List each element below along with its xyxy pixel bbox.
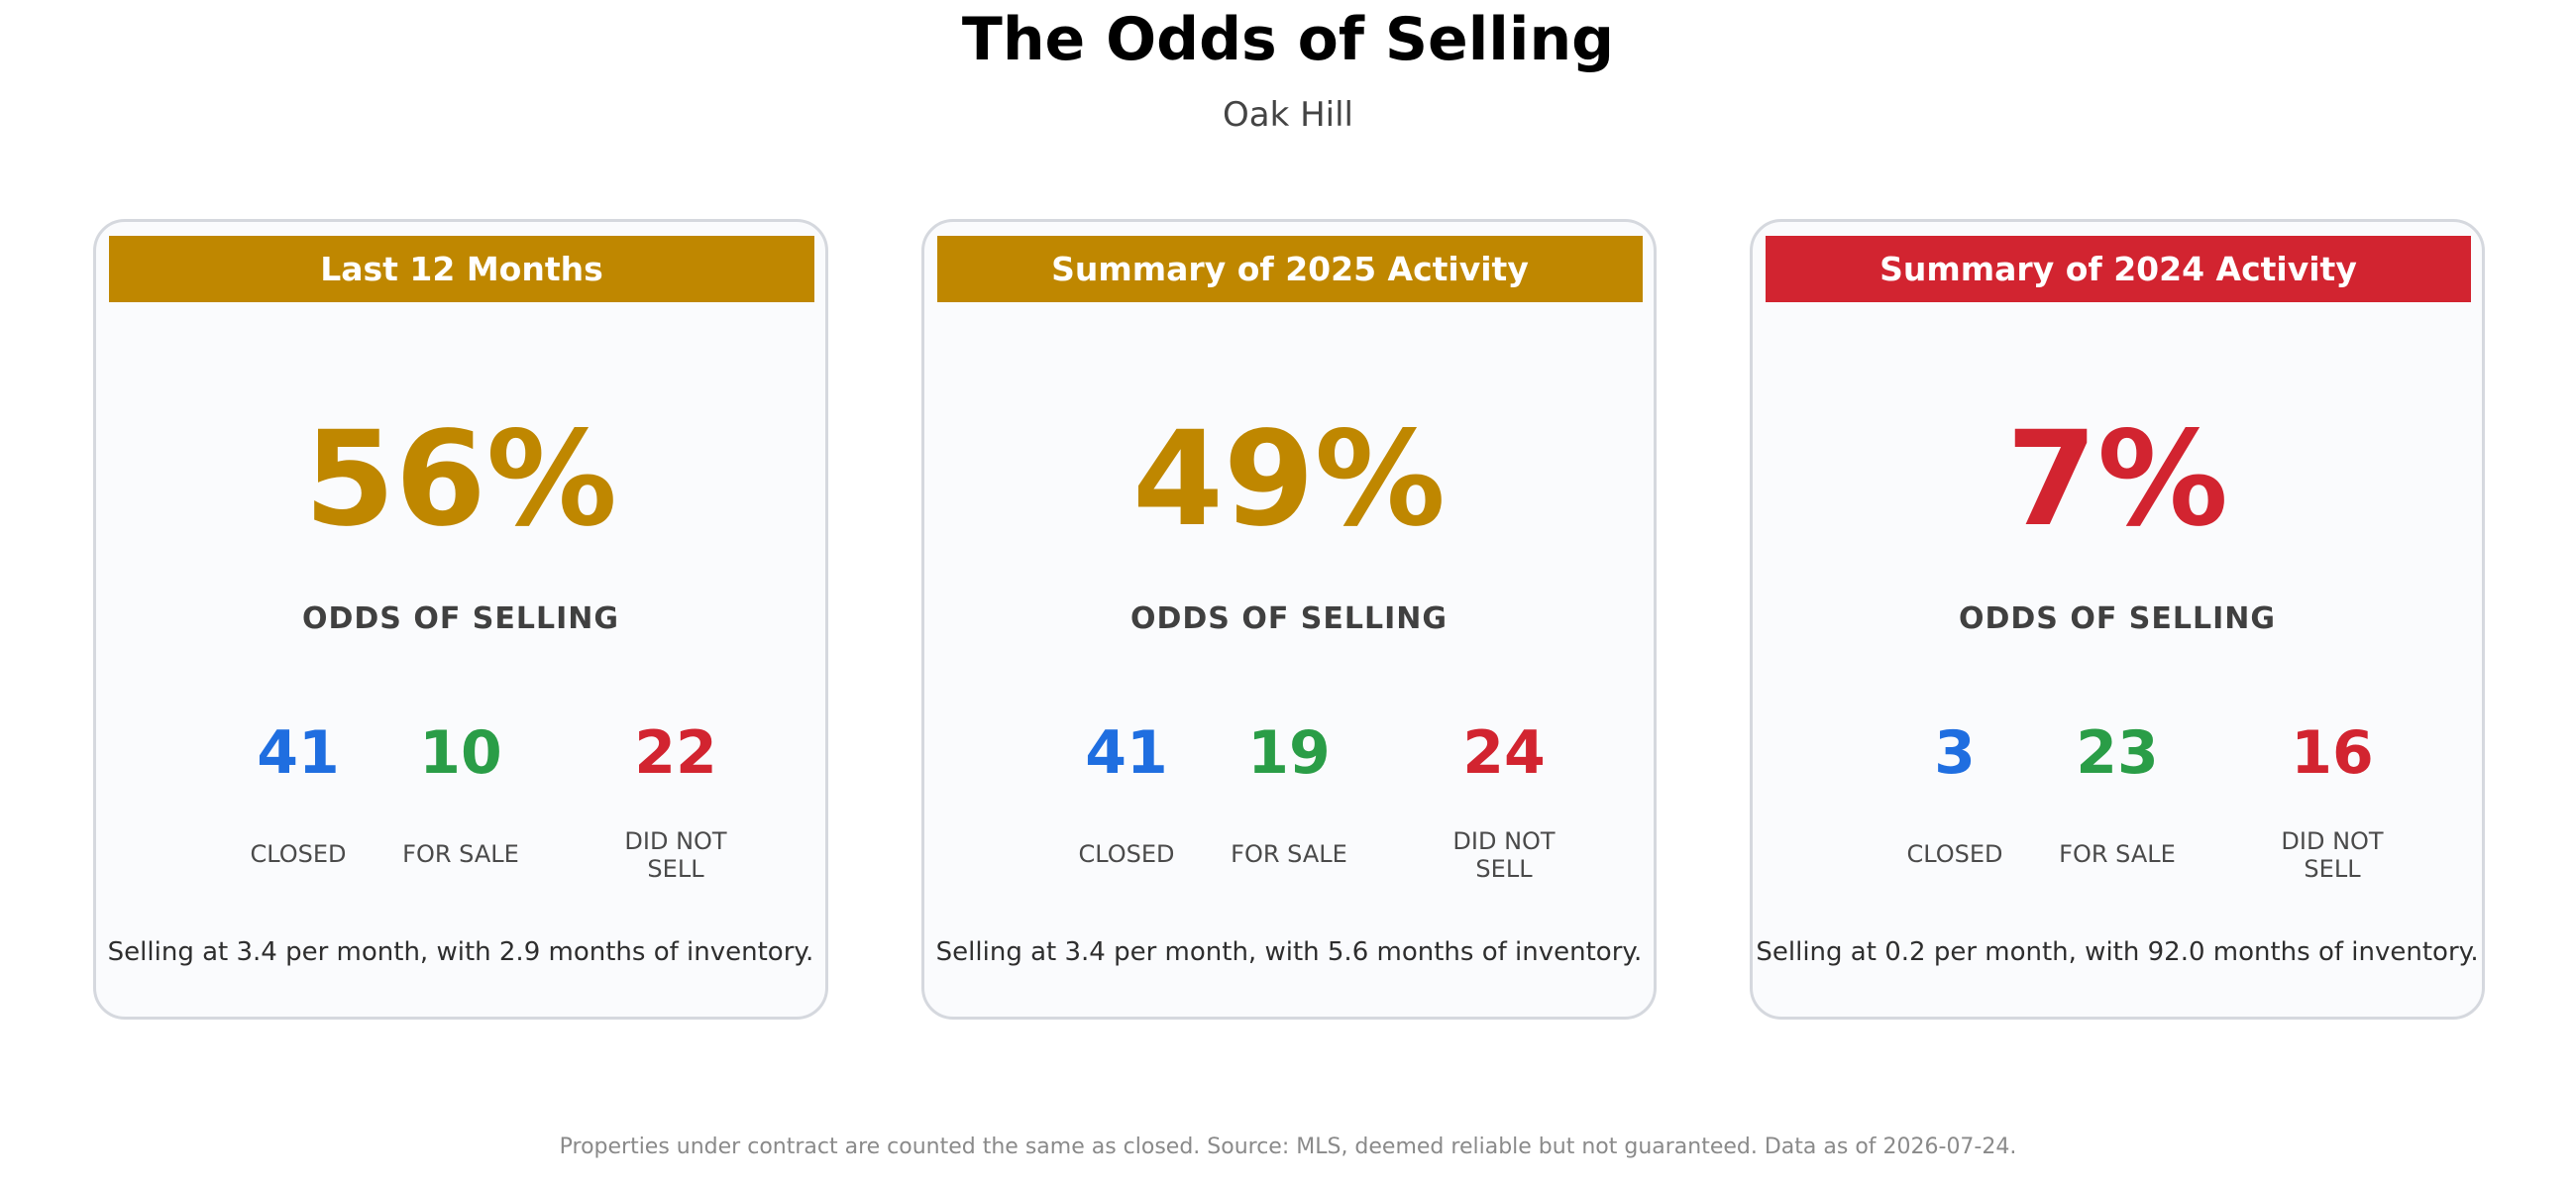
selling-summary: Selling at 0.2 per month, with 92.0 mont… [1756, 937, 2479, 967]
odds-percent: 49% [1132, 403, 1446, 556]
odds-percent: 56% [304, 403, 617, 556]
for-sale-count: 19 [1247, 718, 1331, 788]
for-sale-label: FOR SALE [2059, 840, 2176, 868]
did-not-sell-count: 24 [1462, 718, 1546, 788]
odds-percent: 7% [2005, 403, 2229, 556]
page-subtitle: Oak Hill [1223, 95, 1353, 135]
for-sale-label: FOR SALE [1231, 840, 1347, 868]
closed-count: 41 [257, 718, 340, 788]
card-2025-activity: Summary of 2025 Activity 49% ODDS OF SEL… [921, 219, 1657, 1020]
did-not-sell-count: 16 [2291, 718, 2374, 788]
did-not-sell-label: DID NOT SELL [624, 827, 727, 883]
card-banner: Last 12 Months [109, 236, 814, 302]
odds-label: ODDS OF SELLING [1129, 601, 1449, 636]
did-not-sell-label: DID NOT SELL [2281, 827, 2384, 883]
closed-label: CLOSED [250, 840, 347, 868]
closed-label: CLOSED [1906, 840, 2003, 868]
odds-label: ODDS OF SELLING [301, 601, 620, 636]
did-not-sell-count: 22 [634, 718, 717, 788]
card-banner: Summary of 2024 Activity [1766, 236, 2471, 302]
selling-summary: Selling at 3.4 per month, with 2.9 month… [107, 937, 814, 967]
for-sale-count: 10 [419, 718, 502, 788]
closed-count: 41 [1085, 718, 1168, 788]
closed-count: 3 [1934, 718, 1976, 788]
did-not-sell-label: DID NOT SELL [1452, 827, 1556, 883]
card-banner: Summary of 2025 Activity [937, 236, 1643, 302]
for-sale-label: FOR SALE [402, 840, 519, 868]
card-last-12-months: Last 12 Months 56% ODDS OF SELLING 41 10… [93, 219, 828, 1020]
footer-note: Properties under contract are counted th… [559, 1135, 2017, 1159]
odds-label: ODDS OF SELLING [1958, 601, 2277, 636]
card-2024-activity: Summary of 2024 Activity 7% ODDS OF SELL… [1750, 219, 2485, 1020]
page-title: The Odds of Selling [961, 5, 1615, 74]
closed-label: CLOSED [1078, 840, 1175, 868]
selling-summary: Selling at 3.4 per month, with 5.6 month… [935, 937, 1643, 967]
for-sale-count: 23 [2076, 718, 2159, 788]
